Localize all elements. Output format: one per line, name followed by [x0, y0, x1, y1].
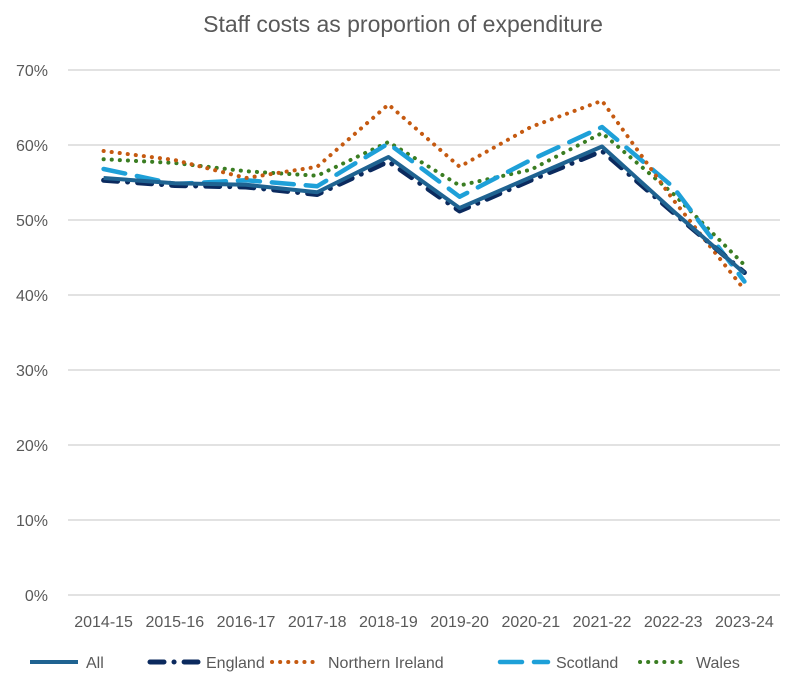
chart-title: Staff costs as proportion of expenditure [203, 11, 603, 37]
legend-label: Northern Ireland [328, 655, 444, 672]
y-tick-label: 40% [16, 288, 48, 305]
x-tick-label: 2019-20 [430, 614, 489, 631]
series-line-all [103, 144, 746, 275]
legend-label: England [206, 655, 265, 672]
x-tick-label: 2017-18 [288, 614, 347, 631]
legend-label: Wales [696, 655, 740, 672]
y-tick-label: 10% [16, 513, 48, 530]
series-line-northern-ireland [101, 98, 747, 292]
legend-label: Scotland [556, 655, 618, 672]
x-tick-label: 2022-23 [644, 614, 703, 631]
y-tick-label: 20% [16, 438, 48, 455]
series-line-england [101, 148, 747, 275]
y-tick-label: 70% [16, 63, 48, 80]
x-tick-label: 2020-21 [501, 614, 560, 631]
x-tick-label: 2016-17 [217, 614, 276, 631]
y-tick-label: 0% [25, 588, 48, 605]
x-tick-label: 2021-22 [573, 614, 632, 631]
legend-label: All [86, 655, 104, 672]
x-tick-label: 2023-24 [715, 614, 774, 631]
y-tick-label: 60% [16, 138, 48, 155]
series-line-wales [101, 131, 747, 267]
series-line-scotland [101, 124, 747, 284]
y-tick-label: 30% [16, 363, 48, 380]
x-tick-label: 2015-16 [145, 614, 204, 631]
x-tick-label: 2014-15 [74, 614, 133, 631]
x-tick-label: 2018-19 [359, 614, 418, 631]
y-tick-label: 50% [16, 213, 48, 230]
